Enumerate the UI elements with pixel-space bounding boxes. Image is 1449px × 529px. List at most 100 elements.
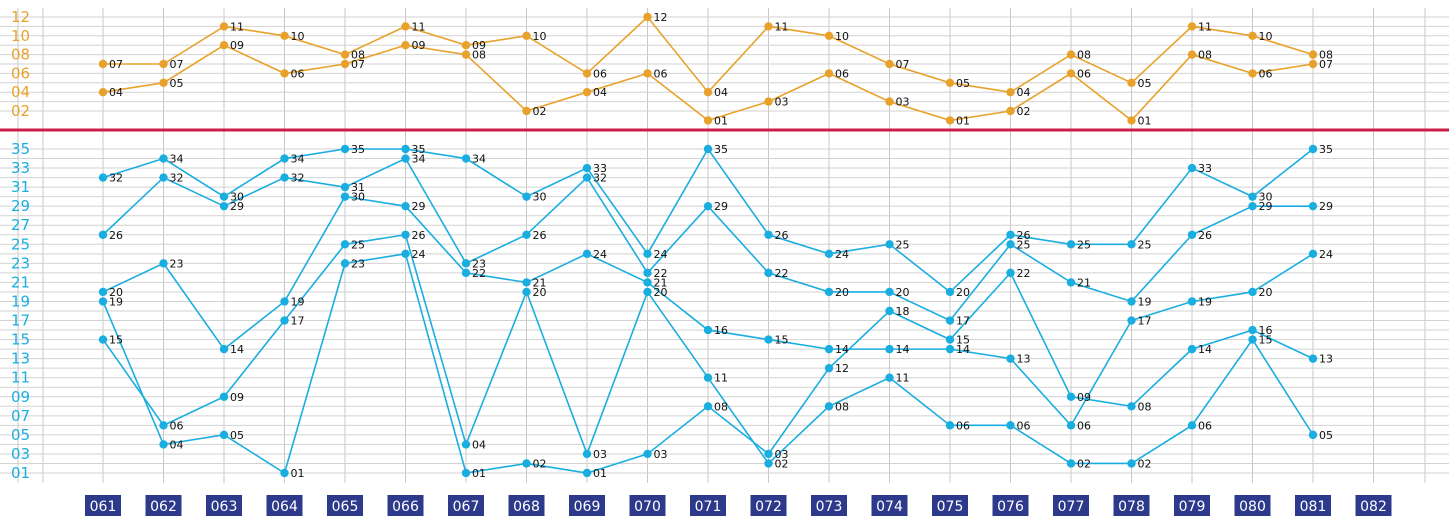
bottom-label-071-08: 08 xyxy=(714,400,728,413)
bottom-point-s4-061 xyxy=(98,230,108,239)
bottom-label-075-17: 17 xyxy=(956,315,970,328)
x-label-box-080 xyxy=(1234,495,1271,516)
x-label-box-078 xyxy=(1113,495,1150,516)
bottom-point-s2-073 xyxy=(824,363,834,373)
bottom-label-078-02: 02 xyxy=(1138,457,1152,470)
top-y-tick-08: 08 xyxy=(11,46,30,64)
bottom-label-077-02: 02 xyxy=(1077,457,1091,470)
x-tick-065: 065 xyxy=(332,499,359,515)
bottom-label-077-25: 25 xyxy=(1077,238,1091,251)
x-tick-066: 066 xyxy=(392,499,419,515)
bottom-point-s3-080 xyxy=(1248,287,1257,297)
top-point-upper-062 xyxy=(159,59,168,69)
bottom-label-076-22: 22 xyxy=(1017,267,1031,280)
bottom-y-tick-29: 29 xyxy=(11,197,30,215)
bottom-label-071-29: 29 xyxy=(714,200,728,213)
bottom-label-081-35: 35 xyxy=(1319,143,1333,156)
x-tick-067: 067 xyxy=(453,499,480,515)
bottom-label-064-32: 32 xyxy=(291,172,305,185)
x-tick-075: 075 xyxy=(937,499,964,515)
bottom-point-s5-075 xyxy=(945,287,955,297)
x-tick-073: 073 xyxy=(816,499,843,515)
top-point-upper-067 xyxy=(461,41,471,50)
bottom-label-076-25: 25 xyxy=(1017,238,1031,251)
top-point-lower-076 xyxy=(1006,106,1015,116)
bottom-point-s1-077 xyxy=(1066,459,1076,468)
top-point-upper-068 xyxy=(522,31,531,40)
top-label-074-03: 03 xyxy=(896,96,910,109)
bottom-point-s1-061 xyxy=(98,335,108,344)
top-label-079-11: 11 xyxy=(1198,20,1212,33)
bottom-point-s1-071 xyxy=(703,373,713,382)
bottom-y-tick-19: 19 xyxy=(11,292,30,310)
bottom-label-080-29: 29 xyxy=(1259,200,1273,213)
top-label-072-11: 11 xyxy=(775,20,789,33)
top-point-lower-064 xyxy=(280,69,289,78)
bottom-label-068-26: 26 xyxy=(533,229,547,242)
x-label-box-076 xyxy=(992,495,1029,516)
x-tick-078: 078 xyxy=(1118,499,1145,515)
bottom-y-tick-25: 25 xyxy=(11,235,30,253)
bottom-label-078-08: 08 xyxy=(1138,400,1152,413)
bottom-point-s4-072 xyxy=(764,268,773,278)
top-point-lower-062 xyxy=(159,78,168,88)
bottom-label-061-20: 20 xyxy=(109,286,123,299)
bottom-label-079-19: 19 xyxy=(1198,295,1212,308)
x-tick-082: 082 xyxy=(1360,499,1387,515)
bottom-point-s1-068 xyxy=(522,287,531,297)
top-point-lower-061 xyxy=(98,88,108,97)
x-tick-072: 072 xyxy=(755,499,782,515)
bottom-point-s3-068 xyxy=(522,278,531,287)
bottom-label-070-20: 20 xyxy=(654,286,668,299)
top-point-lower-078 xyxy=(1127,116,1136,125)
top-label-065-08: 08 xyxy=(351,49,365,62)
bottom-label-081-05: 05 xyxy=(1319,429,1333,442)
bottom-label-075-15: 15 xyxy=(956,334,970,347)
x-tick-068: 068 xyxy=(513,499,540,515)
top-point-lower-063 xyxy=(219,41,229,50)
bottom-point-s2-077 xyxy=(1066,392,1076,401)
bottom-point-s1-067 xyxy=(461,440,471,449)
bottom-label-067-01: 01 xyxy=(472,467,486,480)
top-point-lower-077 xyxy=(1066,69,1076,78)
bottom-y-tick-11: 11 xyxy=(11,369,30,387)
bottom-y-tick-15: 15 xyxy=(11,331,30,349)
top-point-upper-063 xyxy=(219,22,229,31)
top-label-069-06: 06 xyxy=(593,67,607,80)
x-label-box-079 xyxy=(1174,495,1210,516)
top-point-upper-081 xyxy=(1308,50,1318,59)
bottom-label-069-24: 24 xyxy=(593,248,607,261)
top-label-061-07: 07 xyxy=(109,58,123,71)
bottom-label-068-20: 20 xyxy=(533,286,547,299)
bottom-label-072-03: 03 xyxy=(775,448,789,461)
bottom-label-068-21: 21 xyxy=(533,276,547,289)
bottom-point-s3-075 xyxy=(945,344,955,354)
x-label-box-072 xyxy=(750,495,787,516)
bottom-point-s4-078 xyxy=(1127,297,1136,306)
top-label-074-07: 07 xyxy=(896,58,910,71)
x-tick-064: 064 xyxy=(271,499,298,515)
bottom-label-080-30: 30 xyxy=(1259,191,1273,204)
x-label-box-064 xyxy=(266,495,303,516)
bottom-point-s5-079 xyxy=(1187,163,1197,173)
bottom-y-tick-35: 35 xyxy=(11,140,30,158)
bottom-point-s4-080 xyxy=(1248,201,1257,211)
top-label-068-02: 02 xyxy=(533,105,547,118)
bottom-point-s3-072 xyxy=(764,335,773,344)
bottom-point-s1-081 xyxy=(1308,430,1318,440)
x-tick-076: 076 xyxy=(997,499,1024,515)
top-label-075-05: 05 xyxy=(956,77,970,90)
bottom-point-s2-076 xyxy=(1006,268,1015,278)
bottom-point-s3-076 xyxy=(1006,354,1015,363)
bottom-label-074-25: 25 xyxy=(896,238,910,251)
bottom-label-080-20: 20 xyxy=(1259,286,1273,299)
bottom-label-072-26: 26 xyxy=(775,229,789,242)
bottom-label-066-35: 35 xyxy=(412,143,426,156)
bottom-point-s2-063 xyxy=(219,430,229,440)
top-point-upper-080 xyxy=(1248,31,1257,40)
bottom-point-s1-063 xyxy=(219,392,229,401)
bottom-point-s2-061 xyxy=(98,297,108,306)
x-label-box-075 xyxy=(932,495,968,516)
bottom-point-s4-073 xyxy=(824,287,834,297)
x-tick-080: 080 xyxy=(1239,499,1266,515)
